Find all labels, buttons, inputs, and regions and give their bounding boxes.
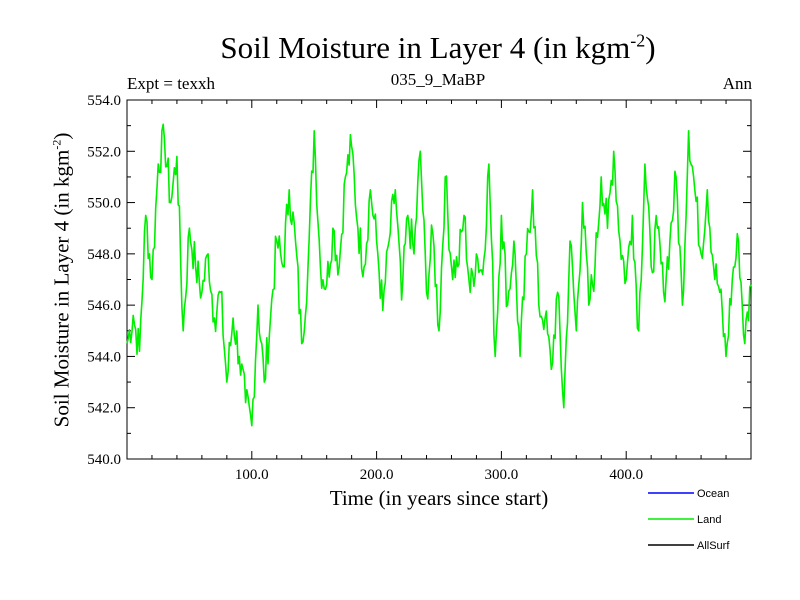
legend-label-allsurf: AllSurf (697, 540, 730, 552)
y-tick-label: 542.0 (87, 401, 121, 417)
chart-subtitle: 035_9_MaBP (390, 70, 486, 89)
x-tick-label: 300.0 (485, 467, 519, 483)
y-tick-label: 554.0 (87, 93, 121, 109)
x-tick-label: 200.0 (360, 467, 394, 483)
x-axis-label: Time (in years since start) (329, 486, 549, 510)
season-label: Ann (722, 74, 752, 93)
plot-frame (126, 99, 752, 460)
y-tick-label: 544.0 (87, 349, 121, 365)
x-tick-label: 400.0 (609, 467, 643, 483)
legend-label-land: Land (697, 514, 721, 526)
series-line-land (126, 123, 752, 427)
chart-title: Soil Moisture in Layer 4 (in kgm-2) (220, 30, 656, 65)
y-tick-label: 540.0 (87, 452, 121, 468)
y-tick-label: 546.0 (87, 298, 121, 314)
x-tick-label: 100.0 (235, 467, 269, 483)
y-tick-label: 548.0 (87, 247, 121, 263)
experiment-label: Expt = texxh (127, 74, 215, 93)
y-tick-label: 550.0 (87, 196, 121, 212)
legend-label-ocean: Ocean (697, 488, 729, 500)
y-tick-label: 552.0 (87, 144, 121, 160)
